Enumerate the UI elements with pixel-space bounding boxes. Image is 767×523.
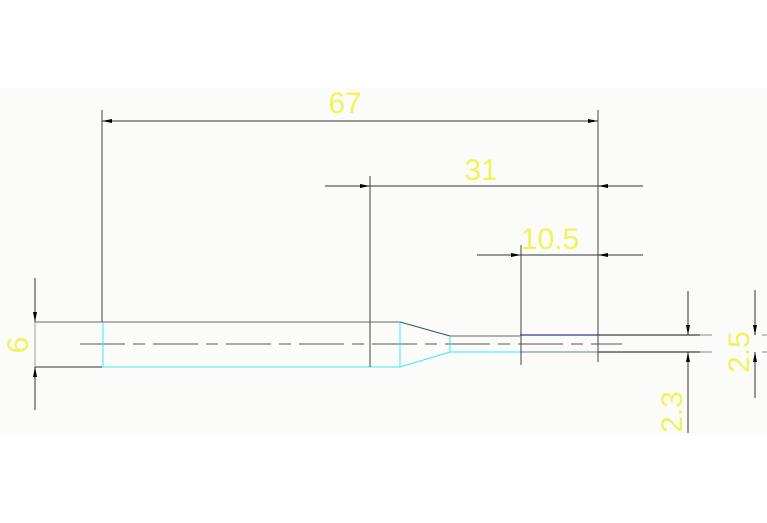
dimension-label: 67 [328, 87, 361, 120]
dimension-2-3: 2.3 [656, 291, 690, 433]
dimension-label: 2.3 [656, 391, 689, 433]
dimension-10-5: 10.5 [477, 223, 643, 257]
extension-lines [101, 110, 599, 367]
dimension-label: 2.5 [723, 331, 756, 373]
drawing-background [0, 88, 767, 435]
dimension-31: 31 [325, 154, 643, 188]
dimension-67: 67 [102, 87, 598, 123]
dimension-6: 6 [2, 278, 37, 410]
dimension-label: 10.5 [521, 223, 579, 256]
dimension-label: 6 [2, 337, 35, 354]
dimension-2-5: 2.5 [723, 290, 767, 398]
dimension-label: 31 [464, 154, 497, 187]
